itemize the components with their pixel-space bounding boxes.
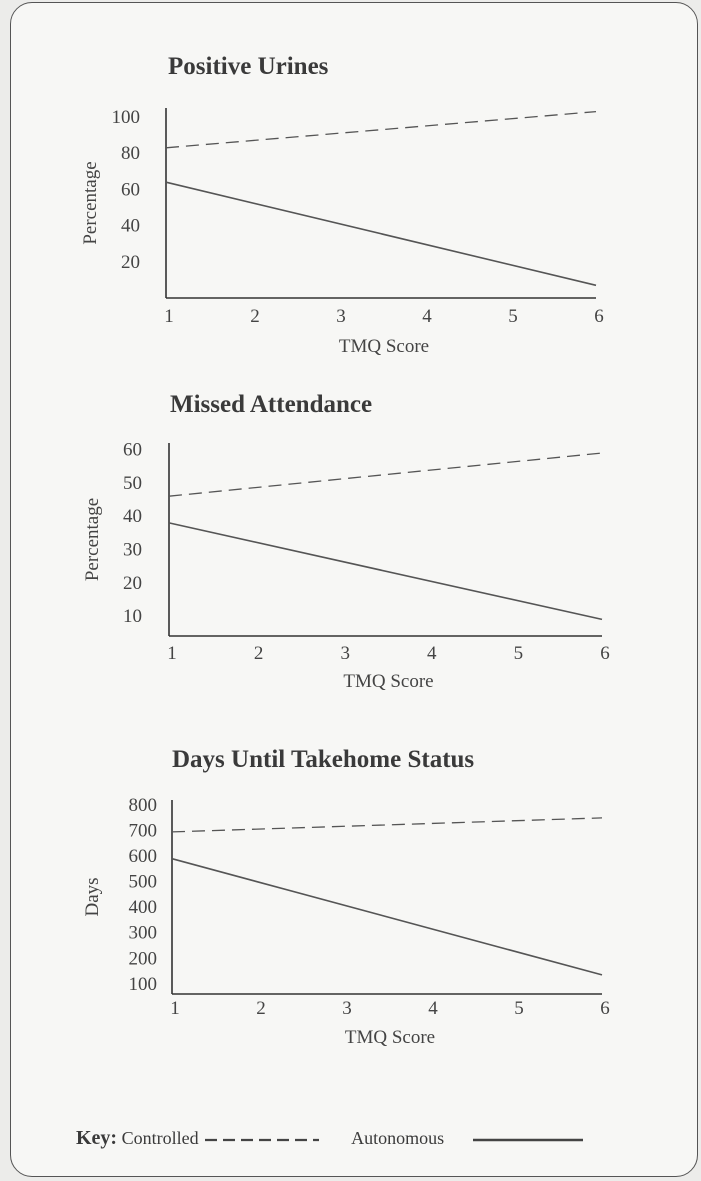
x-tick-label: 5 bbox=[508, 306, 518, 327]
figure-frame bbox=[10, 2, 698, 1177]
x-tick-label: 4 bbox=[422, 306, 432, 327]
y-tick-label: 100 bbox=[129, 974, 158, 995]
x-tick-label: 6 bbox=[594, 306, 604, 327]
x-tick-label: 2 bbox=[256, 998, 266, 1019]
x-axis-label: TMQ Score bbox=[345, 1027, 435, 1048]
y-tick-label: 60 bbox=[121, 179, 140, 200]
y-tick-label: 300 bbox=[129, 923, 158, 944]
x-tick-label: 4 bbox=[428, 998, 438, 1019]
series-line-autonomous bbox=[165, 181, 597, 287]
chart-title: Missed Attendance bbox=[170, 391, 372, 418]
legend-controlled-swatch bbox=[205, 1138, 320, 1141]
y-tick-label: 100 bbox=[112, 107, 141, 128]
series-line-autonomous bbox=[171, 857, 603, 976]
series-line-controlled bbox=[171, 817, 603, 833]
y-tick-label: 60 bbox=[123, 440, 142, 461]
y-tick-label: 20 bbox=[121, 252, 140, 273]
x-tick-label: 1 bbox=[170, 998, 180, 1019]
x-tick-label: 1 bbox=[167, 643, 177, 664]
x-axis-label: TMQ Score bbox=[339, 336, 429, 357]
x-tick-label: 5 bbox=[514, 643, 524, 664]
x-tick-label: 1 bbox=[164, 306, 174, 327]
y-tick-label: 50 bbox=[123, 473, 142, 494]
y-tick-label: 800 bbox=[129, 795, 158, 816]
y-tick-label: 30 bbox=[123, 539, 142, 560]
x-axis-label: TMQ Score bbox=[343, 671, 433, 692]
x-tick-label: 6 bbox=[600, 998, 610, 1019]
x-tick-label: 3 bbox=[336, 306, 346, 327]
y-tick-label: 10 bbox=[123, 606, 142, 627]
y-tick-label: 20 bbox=[123, 573, 142, 594]
chart-title: Days Until Takehome Status bbox=[172, 746, 474, 773]
x-tick-label: 6 bbox=[600, 643, 610, 664]
x-tick-label: 3 bbox=[342, 998, 352, 1019]
y-axis-label: Percentage bbox=[82, 498, 103, 581]
legend-autonomous-swatch bbox=[473, 1138, 584, 1142]
x-tick-label: 2 bbox=[250, 306, 260, 327]
y-axis-label: Percentage bbox=[80, 161, 101, 244]
y-tick-label: 600 bbox=[129, 846, 158, 867]
y-tick-label: 40 bbox=[121, 216, 140, 237]
legend-controlled-label: Controlled bbox=[121, 1128, 199, 1148]
y-tick-label: 80 bbox=[121, 143, 140, 164]
series-line-controlled bbox=[165, 110, 597, 149]
y-tick-label: 40 bbox=[123, 506, 142, 527]
x-tick-label: 5 bbox=[514, 998, 524, 1019]
y-tick-label: 200 bbox=[129, 948, 158, 969]
chart-title: Positive Urines bbox=[168, 53, 329, 80]
legend-autonomous-label: Autonomous bbox=[351, 1128, 445, 1148]
legend-key-label: Key: bbox=[76, 1127, 118, 1149]
x-tick-label: 4 bbox=[427, 643, 437, 664]
y-tick-label: 400 bbox=[129, 897, 158, 918]
legend-key: Key: Controlled Autonomous bbox=[76, 1127, 585, 1150]
x-tick-label: 2 bbox=[254, 643, 264, 664]
y-axis-label: Days bbox=[82, 877, 103, 916]
series-line-autonomous bbox=[168, 522, 603, 621]
series-line-controlled bbox=[168, 452, 603, 497]
y-tick-label: 500 bbox=[129, 872, 158, 893]
x-tick-label: 3 bbox=[340, 643, 350, 664]
y-tick-label: 700 bbox=[129, 821, 158, 842]
